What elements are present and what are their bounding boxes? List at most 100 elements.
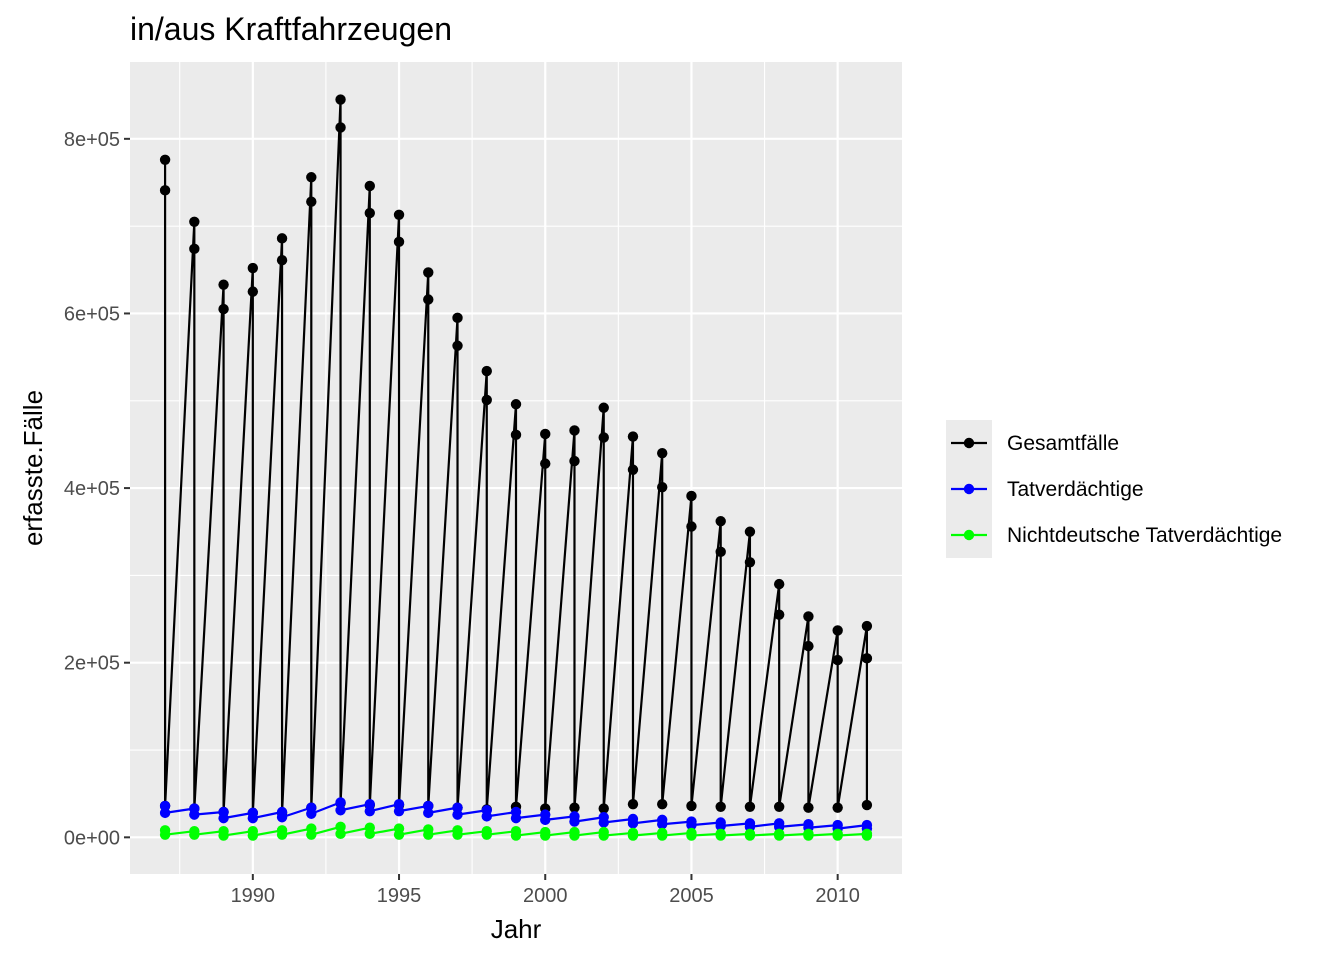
data-point-series-0 [861,799,873,811]
data-point-series-2 [335,828,346,840]
y-tick-label: 2e+05 [64,653,120,675]
data-point-series-0 [627,431,639,442]
data-point-series-0 [276,255,288,266]
y-axis-title: erfasste.Fälle [18,390,48,546]
data-point-series-0 [218,279,229,290]
data-point-series-2 [481,829,492,840]
data-point-series-2 [686,830,697,841]
legend-label: Nichtdeutsche Tatverdächtige [1007,524,1282,547]
data-point-series-0 [364,180,375,192]
data-point-series-0 [803,611,814,622]
data-point-series-1 [510,812,522,824]
data-point-series-1 [189,809,200,820]
data-point-series-0 [247,262,259,274]
data-point-series-2 [423,829,434,840]
legend-key-point [963,529,975,541]
chart-title: in/aus Kraftfahrzeugen [130,11,452,47]
data-point-series-0 [715,516,726,527]
data-point-series-0 [832,654,843,666]
data-point-series-0 [218,303,229,315]
data-point-series-0 [452,340,463,351]
data-point-series-2 [218,830,229,841]
data-point-series-2 [744,830,756,841]
data-point-series-0 [657,447,668,459]
data-point-series-0 [627,464,639,475]
data-point-series-0 [481,365,492,377]
data-point-series-0 [715,801,726,812]
data-point-series-0 [773,801,785,812]
data-point-series-0 [861,620,873,632]
data-point-series-1 [715,820,726,832]
data-point-series-0 [627,798,639,810]
data-point-series-0 [569,802,580,813]
data-point-series-0 [452,312,463,324]
data-point-series-2 [159,829,171,840]
data-point-series-0 [481,394,492,406]
data-point-series-1 [686,819,697,831]
data-point-series-0 [306,172,317,183]
data-point-series-0 [744,801,756,812]
data-point-series-0 [569,455,580,467]
data-point-series-0 [686,490,697,502]
data-point-series-1 [335,797,346,808]
data-point-series-0 [189,216,200,227]
data-point-series-2 [861,830,873,841]
data-point-series-0 [247,286,259,297]
data-point-series-0 [306,196,317,207]
x-tick-label: 2010 [815,885,860,907]
y-tick-label: 4e+05 [64,478,120,500]
data-point-series-2 [832,830,843,841]
data-point-series-2 [393,829,405,840]
data-point-series-0 [657,798,668,810]
data-point-series-0 [598,432,609,443]
data-point-series-0 [423,267,434,278]
x-tick-label: 2005 [669,885,714,907]
x-axis: 1990 1995 2000 2005 2010 [231,874,860,907]
data-point-series-0 [510,429,522,441]
x-axis-title: Jahr [491,914,542,944]
data-point-series-0 [393,209,405,220]
data-point-series-1 [364,805,375,817]
data-point-series-0 [569,425,580,436]
data-point-series-0 [773,578,785,590]
data-point-series-1 [423,807,434,819]
y-axis: 0e+00 2e+05 4e+05 6e+05 8e+05 [64,129,130,849]
data-point-series-2 [627,830,639,841]
data-point-series-1 [335,805,346,816]
data-point-series-0 [657,482,668,493]
data-point-series-2 [657,830,668,841]
data-point-series-2 [306,829,317,840]
data-point-series-0 [510,399,522,410]
data-point-series-1 [540,814,551,826]
data-point-series-2 [598,830,609,841]
data-point-series-1 [276,812,288,823]
data-point-series-0 [335,94,346,105]
y-tick-label: 8e+05 [64,129,120,151]
data-point-series-0 [832,802,843,813]
data-point-series-2 [247,830,259,841]
data-point-series-0 [686,800,697,812]
data-point-series-2 [569,830,580,841]
data-point-series-1 [393,805,405,817]
data-point-series-2 [364,828,375,840]
data-point-series-1 [452,809,463,820]
data-point-series-0 [335,122,346,133]
data-point-series-0 [744,557,756,568]
data-point-series-1 [159,807,171,819]
data-point-series-0 [189,243,200,255]
data-point-series-2 [189,829,200,840]
x-tick-label: 2000 [523,885,568,907]
data-point-series-0 [423,294,434,305]
data-point-series-0 [159,154,171,165]
data-point-series-0 [832,625,843,636]
data-point-series-1 [247,812,259,824]
data-point-series-0 [744,526,756,537]
data-point-series-1 [598,817,609,828]
data-point-series-2 [510,830,522,841]
legend-label: Tatverdächtige [1007,478,1144,501]
data-point-series-1 [218,812,229,824]
data-point-series-2 [715,830,726,841]
data-point-series-0 [598,803,609,814]
data-point-series-2 [540,830,551,841]
